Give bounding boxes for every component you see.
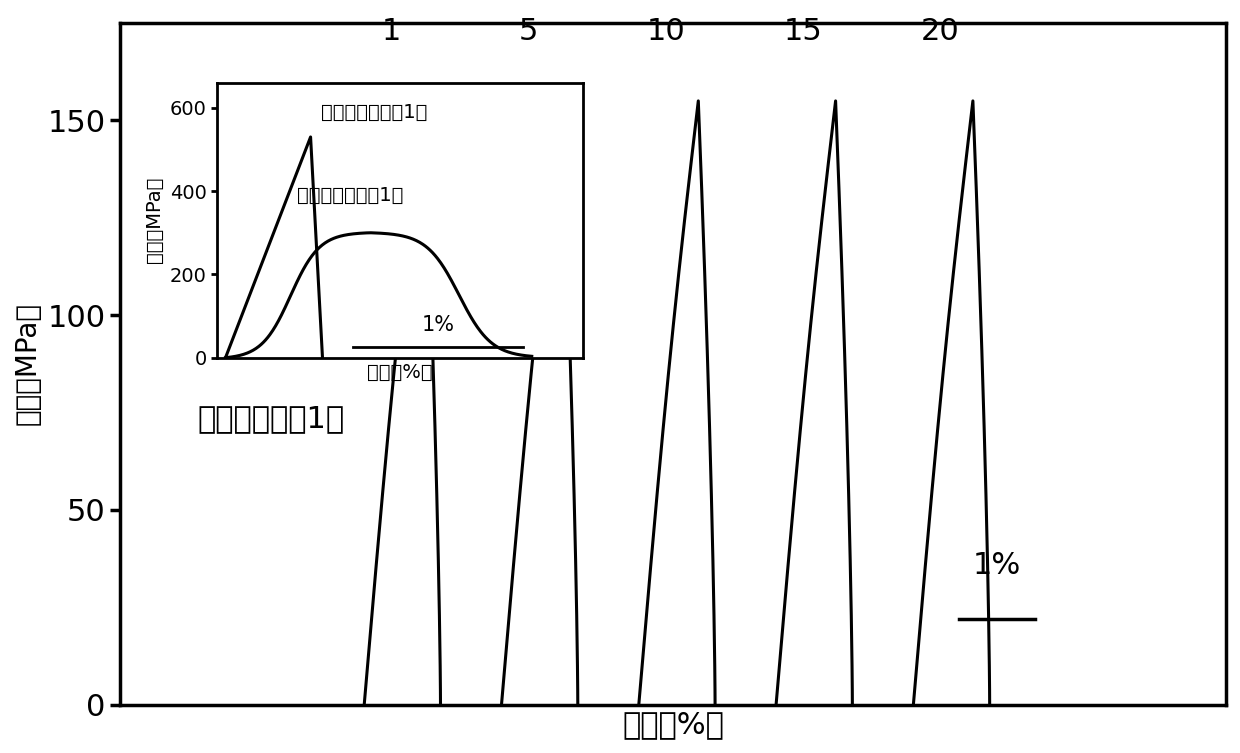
- Text: 1: 1: [382, 17, 401, 47]
- Y-axis label: 应力（MPa）: 应力（MPa）: [14, 302, 42, 425]
- Text: 1%: 1%: [422, 315, 455, 335]
- Text: 退火（对比实例1）: 退火（对比实例1）: [296, 186, 403, 205]
- X-axis label: 应变（%）: 应变（%）: [367, 363, 433, 383]
- Text: 深过冷（实例1）: 深过冷（实例1）: [197, 404, 345, 433]
- Text: 10: 10: [646, 17, 684, 47]
- X-axis label: 应变（%）: 应变（%）: [622, 710, 724, 739]
- Text: 15: 15: [784, 17, 822, 47]
- Text: 1%: 1%: [973, 551, 1022, 580]
- Text: 铸态（对比实例1）: 铸态（对比实例1）: [321, 102, 427, 121]
- Y-axis label: 应力（MPa）: 应力（MPa）: [145, 177, 164, 264]
- Text: 20: 20: [921, 17, 960, 47]
- Text: 5: 5: [518, 17, 538, 47]
